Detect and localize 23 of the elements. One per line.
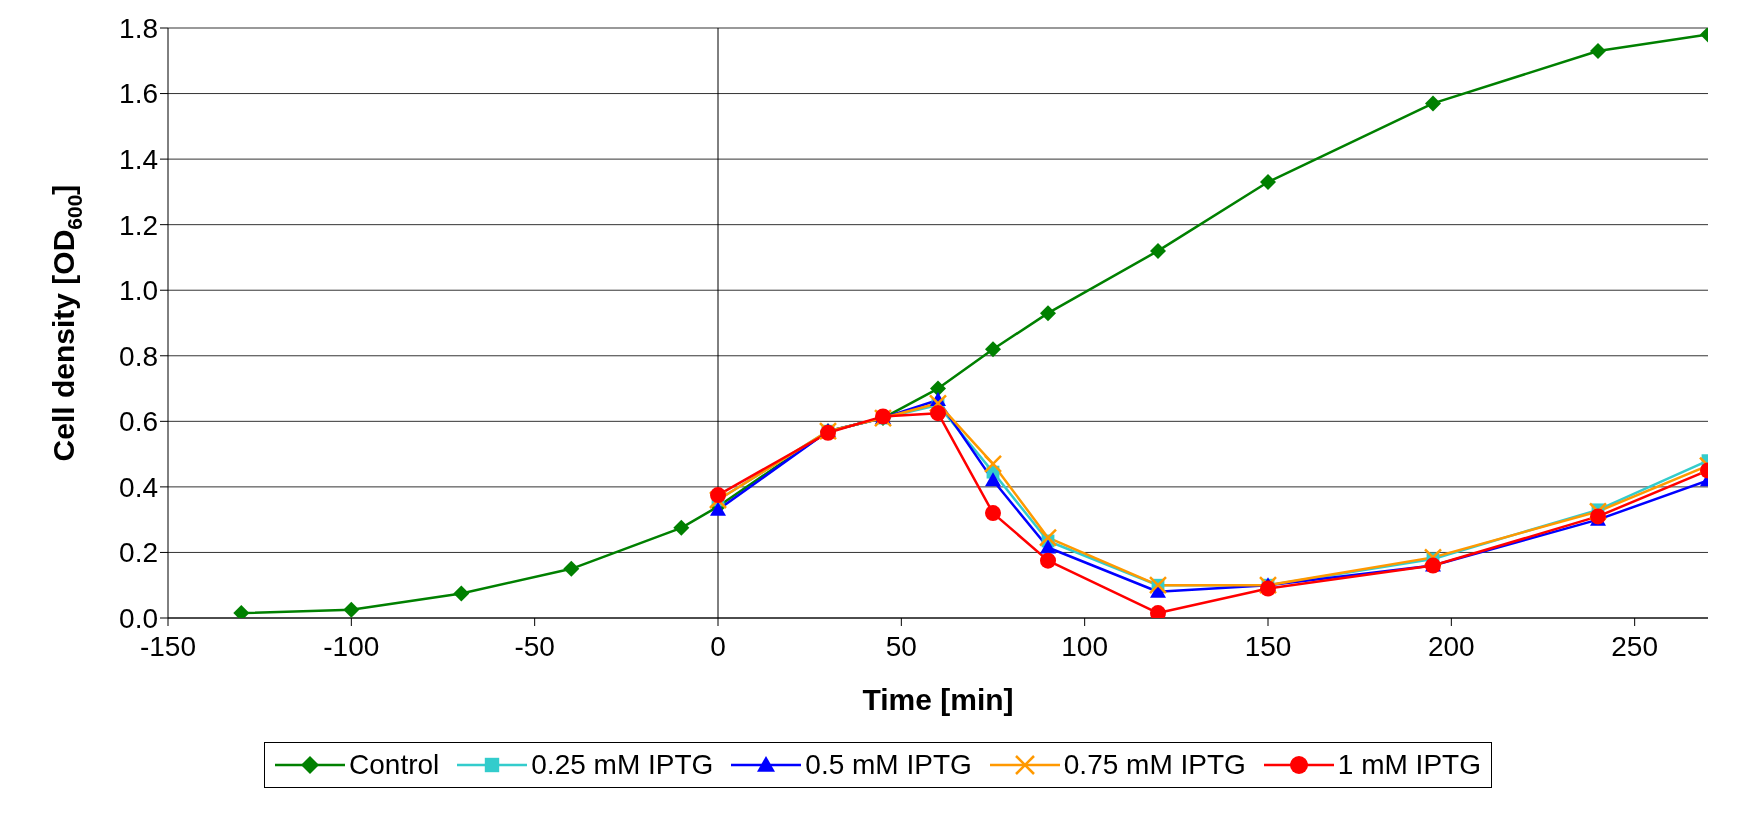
y-tick-label: 0.2 (119, 537, 158, 569)
legend-label: 0.5 mM IPTG (805, 749, 972, 781)
x-tick-label: 200 (1427, 630, 1475, 662)
y-tick-label: 1.6 (119, 78, 158, 110)
y-tick-label: 0.8 (119, 340, 158, 372)
x-tick-label: 250 (1611, 630, 1659, 662)
x-tick-label: -50 (514, 630, 555, 662)
legend-label: 1 mM IPTG (1337, 749, 1481, 781)
legend-label: Control (349, 749, 440, 781)
x-tick-label: 100 (1061, 630, 1109, 662)
y-tick-label: 0.4 (119, 471, 158, 503)
y-tick-label: 1.2 (119, 209, 158, 241)
x-tick-label: 150 (1244, 630, 1292, 662)
legend-label: 0.75 mM IPTG (1063, 749, 1246, 781)
y-tick-label: 1.8 (119, 12, 158, 44)
y-tick-label: 1.4 (119, 144, 158, 176)
x-axis-title: Time [min] (862, 683, 1014, 716)
legend-label: 0.25 mM IPTG (531, 749, 714, 781)
x-tick-label: -100 (323, 630, 380, 662)
y-tick-label: 1.0 (119, 275, 158, 307)
y-tick-label: 0.6 (119, 406, 158, 438)
x-tick-label: 0 (710, 630, 726, 662)
x-tick-label: 50 (885, 630, 917, 662)
